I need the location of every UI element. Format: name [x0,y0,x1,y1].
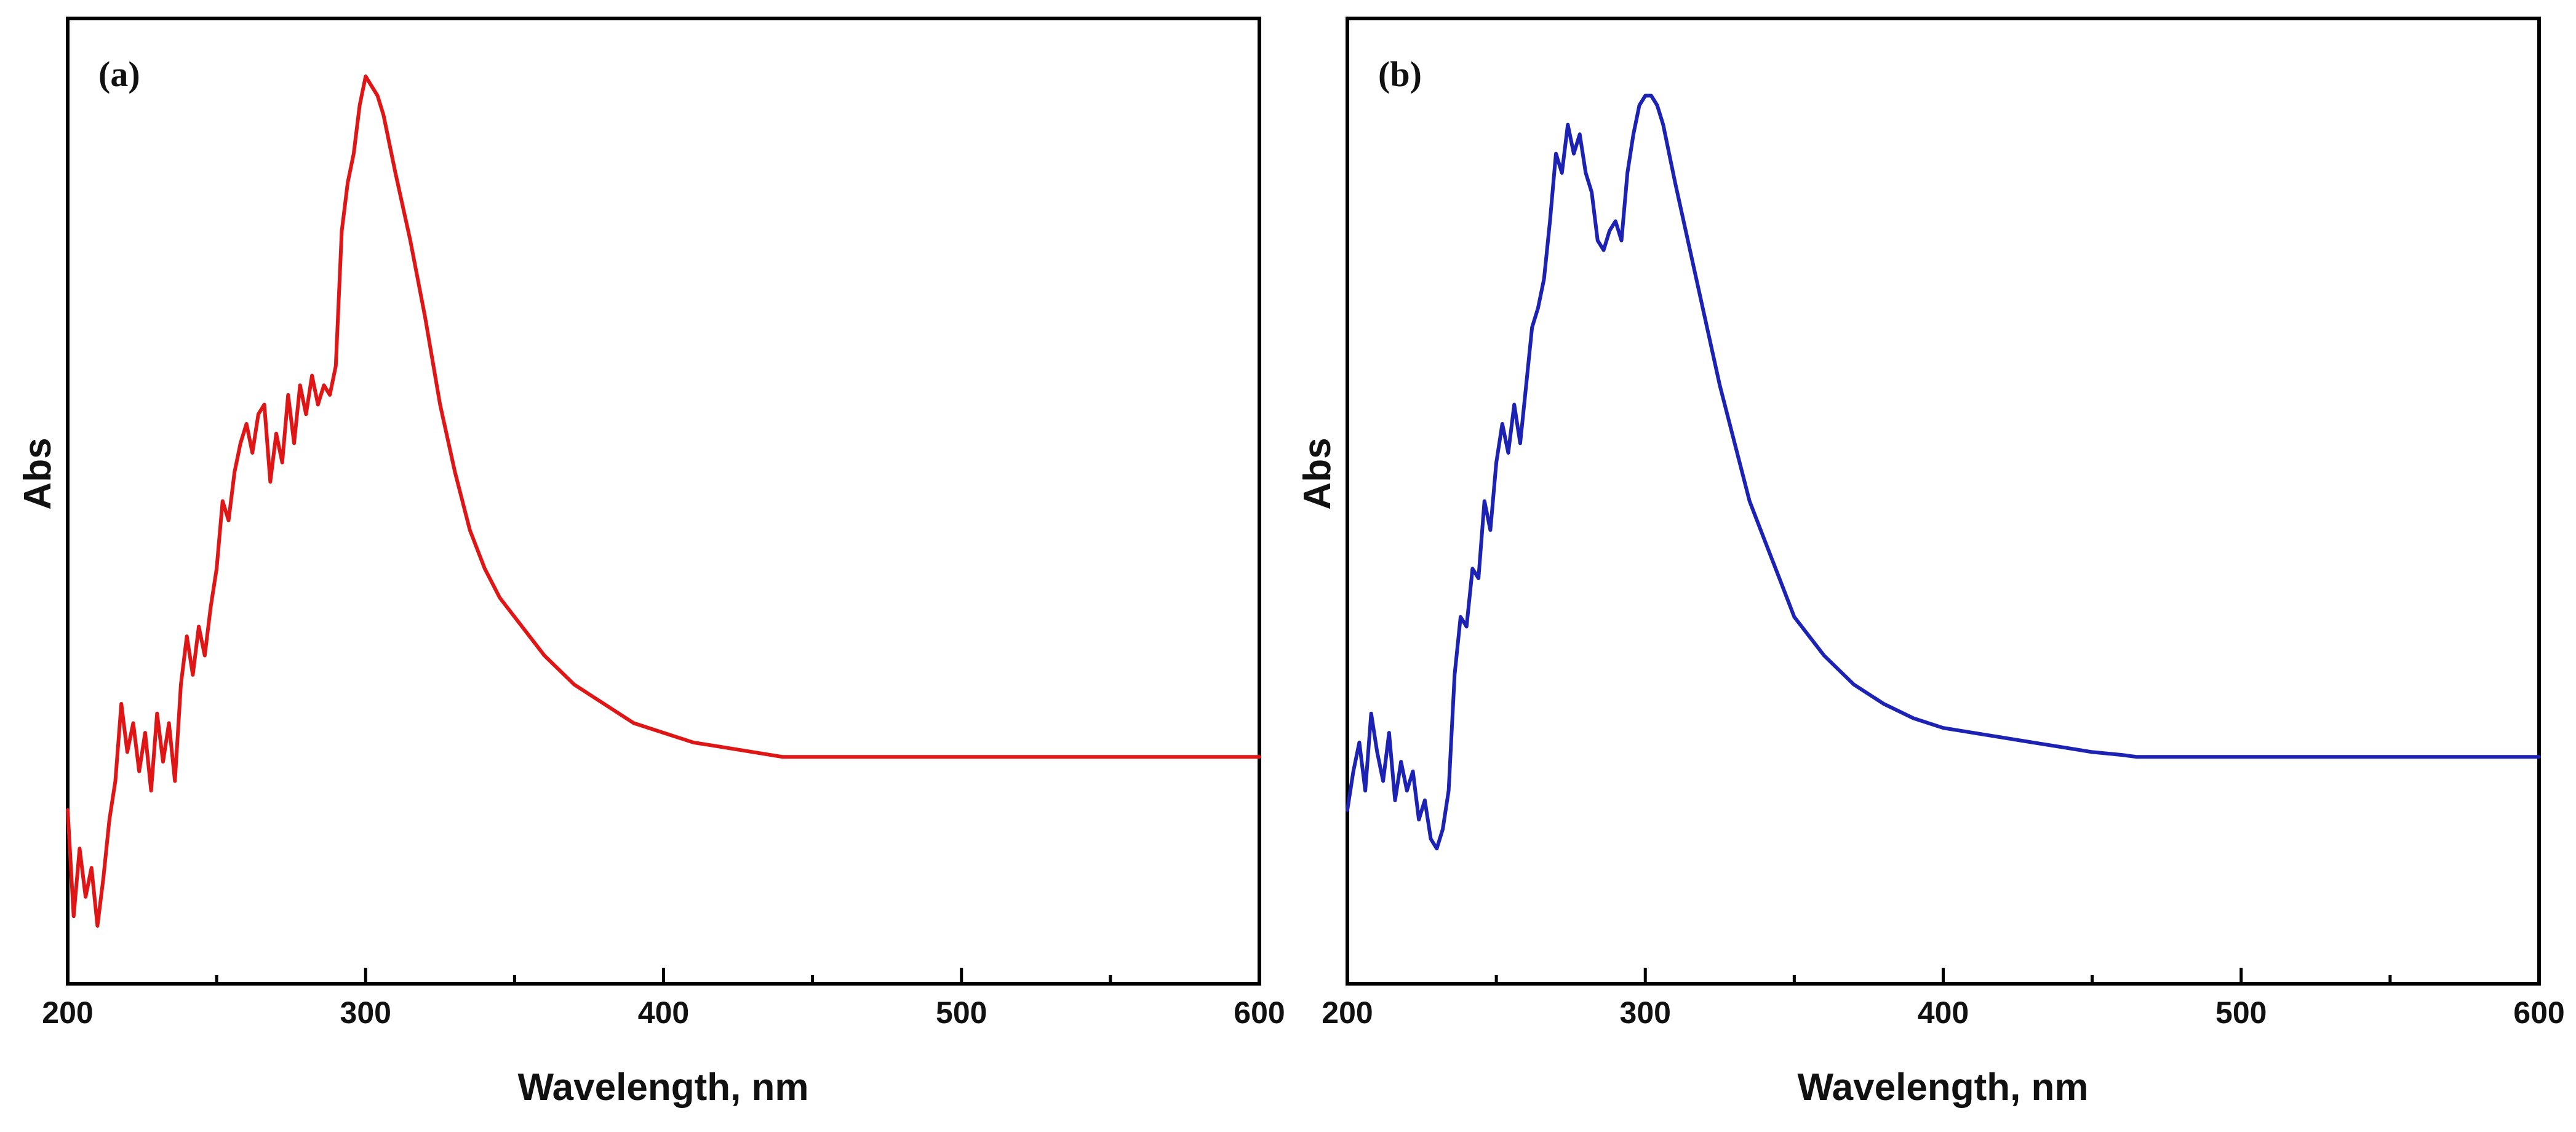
x-tick-label-b: 600 [2513,995,2564,1030]
y-axis-title-a: Abs [17,437,59,509]
x-tick-label-b: 400 [1918,995,1969,1030]
panel-b: (b) Abs Wavelength, nm 200 300 400 500 600 [1296,17,2565,1109]
x-tick-label-a: 200 [42,995,93,1030]
series-line-b [1346,94,2541,851]
x-tick-label-a: 500 [936,995,987,1030]
x-ticks-a [66,968,1261,984]
panel-label-a: (a) [98,54,140,94]
plot-frame-b [1346,17,2541,986]
x-tick-label-b: 500 [2215,995,2267,1030]
x-axis-title-b: Wavelength, nm [1797,1066,2088,1109]
panel-label-b: (b) [1378,54,1422,94]
x-tick-label-a: 600 [1234,995,1285,1030]
x-tick-label-a: 300 [340,995,391,1030]
series-line-a [66,74,1261,928]
x-tick-labels-a: 200 300 400 500 600 [42,995,1285,1030]
x-axis-title-a: Wavelength, nm [517,1066,808,1109]
y-axis-title-b: Abs [1296,437,1339,509]
x-tick-label-b: 200 [1322,995,1373,1030]
x-tick-labels-b: 200 300 400 500 600 [1322,995,2564,1030]
panel-a: (a) Abs Wavelength, nm 200 300 400 500 600 [17,17,1285,1109]
x-tick-label-a: 400 [638,995,689,1030]
plot-frame-a [66,17,1261,986]
x-tick-label-b: 300 [1620,995,1671,1030]
x-ticks-b [1346,968,2541,984]
